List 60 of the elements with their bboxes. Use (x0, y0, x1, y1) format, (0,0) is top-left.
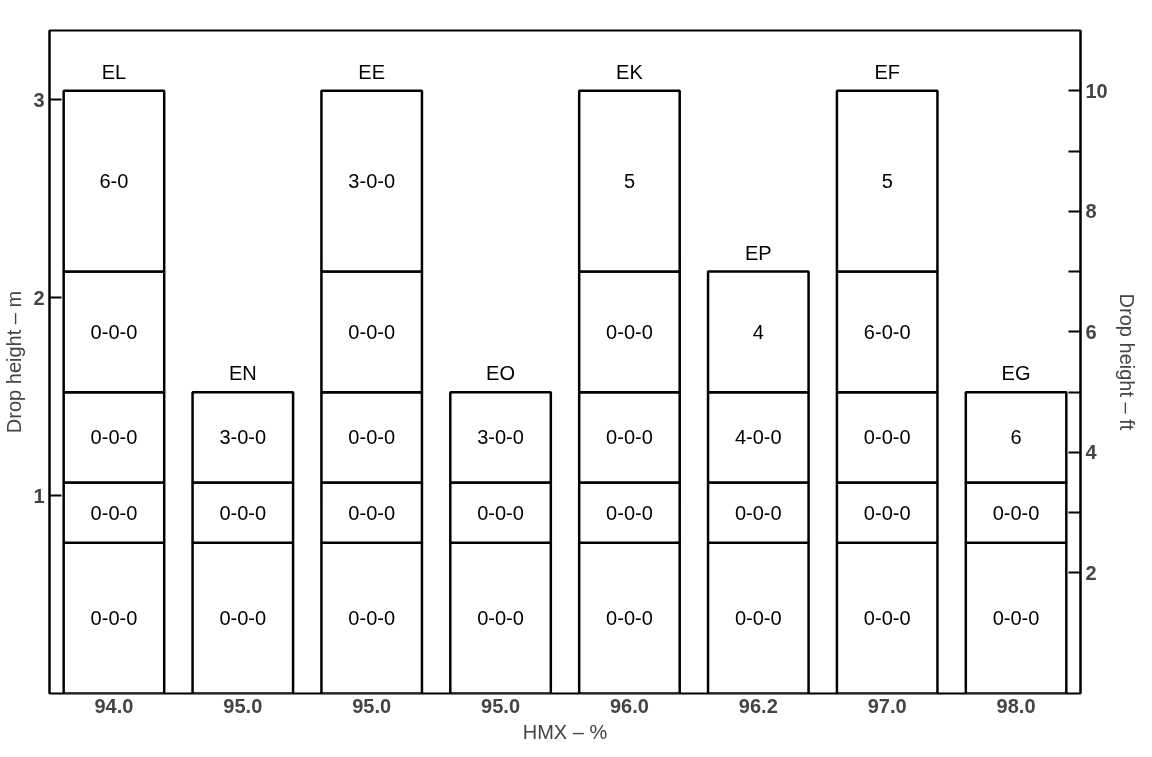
annotation: 0-0-0 (992, 501, 1040, 524)
x-tick-label: 96.2 (738, 694, 778, 717)
annotation: 4-0-0 (734, 426, 782, 449)
annotation: 0-0-0 (992, 607, 1040, 630)
x-tick-label: 94.0 (94, 694, 134, 717)
annotation: 3-0-0 (348, 170, 396, 193)
y2-tick-label: 2 (1085, 561, 1097, 584)
annotation: 0-0-0 (219, 607, 267, 630)
annotation: 6 (1010, 426, 1022, 449)
annotation: 6-0-0 (863, 320, 911, 343)
annotation: 0-0-0 (477, 501, 524, 524)
annotation: 0-0-0 (606, 320, 653, 343)
x-tick-label: 97.0 (867, 694, 907, 717)
annotation: 0-0-0 (90, 607, 138, 630)
annotation: 0-0-0 (863, 501, 911, 524)
annotation: 0-0-0 (219, 501, 267, 524)
y2-tick-label: 8 (1085, 200, 1097, 223)
y-tick-label: 2 (33, 286, 45, 309)
y-tick-label: 3 (33, 88, 45, 111)
y2-tick-label: 4 (1085, 441, 1098, 464)
annotation: EK (616, 60, 644, 83)
annotation: 4 (752, 320, 764, 343)
x-tick-label: 95.0 (223, 694, 263, 717)
annotation: 5 (881, 170, 893, 193)
annotation: 0-0-0 (863, 607, 911, 630)
y-axis-title: Drop height – m (3, 290, 26, 434)
annotation: 0-0-0 (348, 426, 396, 449)
annotation: 0-0-0 (90, 320, 138, 343)
y2-tick-label: 6 (1085, 320, 1097, 343)
x-tick-label: 95.0 (352, 694, 392, 717)
annotation: 3-0-0 (477, 426, 524, 449)
annotation: 0-0-0 (348, 607, 396, 630)
annotation: 0-0-0 (863, 426, 911, 449)
annotation: 0-0-0 (606, 426, 653, 449)
x-axis-title: HMX – % (522, 720, 608, 743)
annotation: 0-0-0 (734, 607, 782, 630)
annotation: 0-0-0 (606, 607, 653, 630)
annotation: 0-0-0 (90, 426, 138, 449)
annotation: EO (486, 362, 516, 385)
annotation: 3-0-0 (219, 426, 267, 449)
y-tick-label: 1 (33, 484, 45, 507)
annotation: 5 (623, 170, 635, 193)
annotation: 0-0-0 (477, 607, 524, 630)
annotation: 6-0 (99, 170, 129, 193)
annotation: EE (358, 60, 386, 83)
annotation: 0-0-0 (734, 501, 782, 524)
annotation: EN (228, 362, 257, 385)
y2-tick-label: 10 (1085, 79, 1108, 102)
annotation: 0-0-0 (348, 320, 396, 343)
x-tick-label: 95.0 (481, 694, 521, 717)
annotation: EG (1001, 362, 1031, 385)
annotation: 0-0-0 (606, 501, 653, 524)
annotation: EF (874, 60, 900, 83)
annotation: 0-0-0 (90, 501, 138, 524)
annotation: EL (101, 60, 127, 83)
annotation: 0-0-0 (348, 501, 396, 524)
annotation: EP (744, 241, 772, 264)
y2-axis-title: Drop height – ft (1115, 293, 1138, 431)
x-tick-label: 98.0 (996, 694, 1036, 717)
x-tick-label: 96.0 (609, 694, 649, 717)
